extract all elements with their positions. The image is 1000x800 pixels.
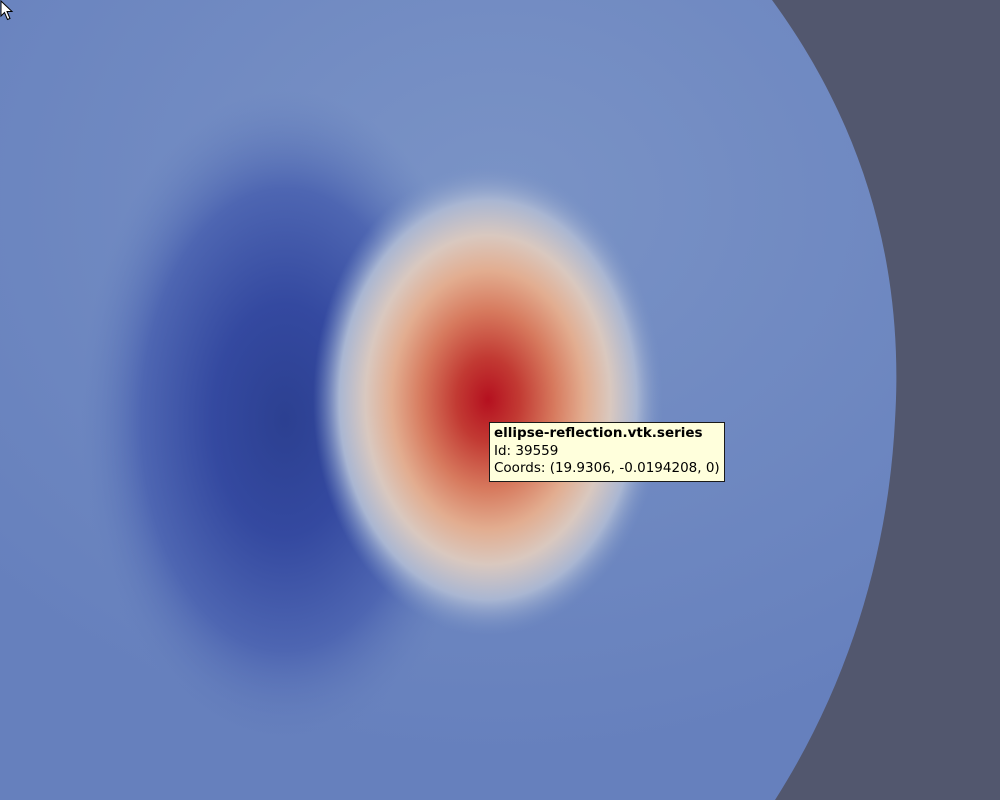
point-info-tooltip: ellipse-reflection.vtk.series Id: 39559 … <box>489 422 725 482</box>
arrow-pointer-icon <box>0 0 14 21</box>
tooltip-coords: Coords: (19.9306, -0.0194208, 0) <box>494 460 720 476</box>
tooltip-id: Id: 39559 <box>494 442 559 459</box>
tooltip-title: ellipse-reflection.vtk.series <box>494 425 703 441</box>
